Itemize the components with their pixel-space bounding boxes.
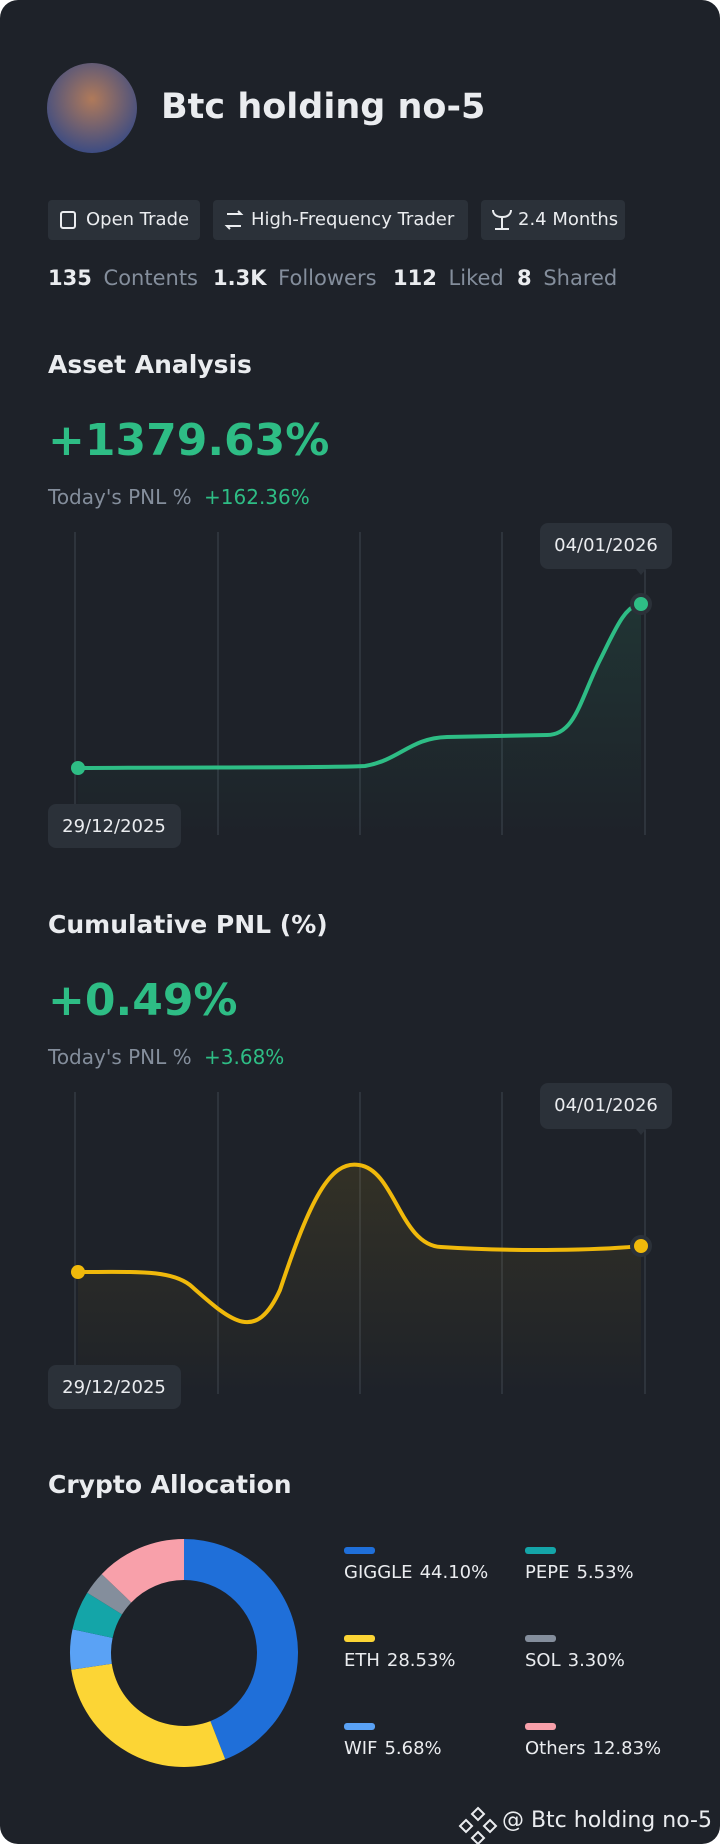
stat-value: 112: [393, 266, 437, 290]
legend-swatch: [525, 1723, 556, 1730]
legend-swatch: [525, 1547, 556, 1554]
end-date: 04/01/2026: [554, 535, 658, 556]
legend-entry: GIGGLE 44.10%: [344, 1562, 488, 1583]
donut-segment: [101, 1539, 184, 1603]
legend-value: 44.10%: [420, 1562, 489, 1583]
stats: 135 Contents 1.3K Followers 112 Liked 8 …: [48, 266, 617, 290]
tag[interactable]: [481, 200, 625, 240]
big-value: +1379.63%: [48, 415, 329, 466]
legend-swatch: [525, 1635, 556, 1642]
legend-swatch: [344, 1723, 375, 1730]
legend-swatch: [344, 1547, 375, 1554]
legend: GIGGLE 44.10% ETH 28.53% WIF 5.68% PEPE 5.53% SO…: [344, 1547, 661, 1759]
tooltip-arrow: [636, 569, 646, 575]
today-pnl: Today's PNL % +162.36%: [47, 485, 310, 509]
section-title: Asset Analysis: [48, 350, 252, 379]
section-title: Crypto Allocation: [48, 1470, 292, 1499]
big-value: +0.49%: [48, 975, 238, 1026]
legend-value: 12.83%: [593, 1738, 662, 1759]
donut-segment: [70, 1629, 113, 1670]
donut-segment: [184, 1539, 298, 1760]
donut-segment: [71, 1663, 226, 1768]
section-title: Cumulative PNL (%): [48, 910, 328, 939]
tooltip-arrow: [636, 1129, 646, 1135]
tag-icon: [224, 210, 244, 230]
legend-value: 28.53%: [387, 1650, 456, 1671]
today-label: Today's PNL %: [47, 485, 192, 509]
start-date: 29/12/2025: [62, 816, 166, 837]
legend-name: PEPE: [525, 1562, 569, 1583]
today-label: Today's PNL %: [47, 1045, 192, 1069]
tag-label: High-Frequency Trader: [251, 209, 455, 230]
date-tooltip: [540, 1083, 672, 1129]
stat-value: 135: [48, 266, 92, 290]
donut-chart: [70, 1539, 298, 1768]
line: [77, 602, 642, 770]
date-badge: [48, 1365, 181, 1409]
tag[interactable]: [48, 200, 200, 240]
tag-label: Open Trade: [86, 209, 189, 230]
stat-label: Contents: [104, 266, 198, 290]
donut-segment: [87, 1574, 132, 1615]
today-value: +162.36%: [204, 485, 310, 509]
point: [630, 593, 652, 615]
legend-entry: PEPE 5.53%: [525, 1562, 634, 1583]
stat-value: 1.3K: [213, 266, 267, 290]
legend-name: ETH: [344, 1650, 380, 1671]
end-date: 04/01/2026: [554, 1095, 658, 1116]
profile-name: Btc holding no-5: [161, 87, 485, 127]
legend-value: 3.30%: [568, 1650, 625, 1671]
legend-name: WIF: [344, 1738, 377, 1759]
avatar[interactable]: [47, 63, 137, 153]
date-badge: [48, 804, 181, 848]
stat-label: Liked: [449, 266, 504, 290]
footer-text: @ Btc holding no-5: [502, 1808, 712, 1833]
stat-value: 8: [517, 266, 532, 290]
point: [71, 761, 85, 775]
area: [78, 1164, 641, 1394]
stat-label: Shared: [543, 266, 617, 290]
legend-entry: Others 12.83%: [525, 1738, 661, 1759]
today-value: +3.68%: [204, 1045, 284, 1069]
tag-label: 2.4 Months: [518, 209, 618, 230]
tag[interactable]: [213, 200, 468, 240]
point: [630, 1235, 652, 1257]
point: [71, 1265, 85, 1279]
legend-value: 5.53%: [576, 1562, 633, 1583]
today-pnl: Today's PNL % +3.68%: [47, 1045, 284, 1069]
legend-name: Others: [525, 1738, 586, 1759]
legend-name: GIGGLE: [344, 1562, 413, 1583]
donut-segment: [72, 1592, 123, 1638]
start-date: 29/12/2025: [62, 1377, 166, 1398]
area: [78, 604, 641, 835]
legend-value: 5.68%: [384, 1738, 441, 1759]
stat-label: Followers: [278, 266, 376, 290]
tag-icon: [60, 211, 76, 229]
tag-icon: [492, 209, 512, 230]
date-tooltip: [540, 523, 672, 569]
legend-entry: WIF 5.68%: [344, 1738, 442, 1759]
legend-swatch: [344, 1635, 375, 1642]
legend-entry: ETH 28.53%: [344, 1650, 456, 1671]
footer-logo: [458, 1806, 498, 1846]
legend-entry: SOL 3.30%: [525, 1650, 625, 1671]
line: [77, 1162, 642, 1324]
legend-name: SOL: [525, 1650, 561, 1671]
